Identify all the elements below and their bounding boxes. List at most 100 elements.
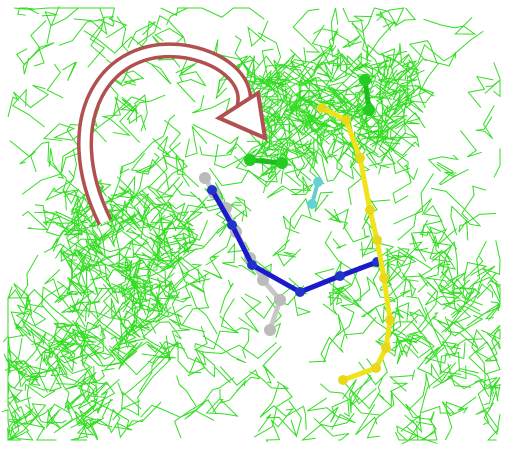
mesh-line bbox=[119, 103, 141, 143]
mesh-line bbox=[357, 55, 377, 97]
mesh-line bbox=[259, 123, 290, 161]
mesh-line bbox=[42, 209, 78, 239]
mesh-line bbox=[331, 86, 361, 113]
mesh-line bbox=[313, 418, 350, 441]
mesh-line bbox=[10, 311, 70, 345]
mesh-line bbox=[10, 405, 30, 441]
mesh-line bbox=[85, 239, 103, 265]
mesh-line bbox=[345, 83, 387, 95]
mesh-line bbox=[67, 301, 136, 348]
mesh-line bbox=[1, 399, 23, 421]
atom bbox=[338, 375, 348, 385]
mesh-line bbox=[468, 341, 498, 394]
bond-chain bbox=[320, 105, 393, 383]
mesh-line bbox=[272, 197, 312, 257]
mesh-line bbox=[189, 291, 218, 335]
atom bbox=[247, 260, 257, 270]
mesh-line bbox=[402, 53, 420, 99]
mesh-line bbox=[323, 314, 348, 363]
mesh-line bbox=[57, 332, 94, 373]
mesh-line bbox=[62, 188, 80, 211]
mesh-line bbox=[21, 113, 117, 195]
mesh-line bbox=[219, 379, 247, 404]
mesh-line bbox=[166, 204, 207, 217]
mesh-line bbox=[276, 248, 302, 267]
mesh-line bbox=[7, 334, 23, 365]
atom bbox=[274, 294, 286, 306]
molecule bbox=[199, 74, 395, 385]
mesh-line bbox=[169, 211, 199, 255]
mesh-line bbox=[317, 53, 351, 83]
mesh-line bbox=[88, 381, 107, 398]
mesh-line bbox=[102, 274, 150, 321]
mesh-line bbox=[393, 173, 434, 225]
mesh-line bbox=[461, 185, 487, 221]
atom bbox=[313, 177, 323, 187]
mesh-line bbox=[9, 140, 67, 179]
mesh-line bbox=[7, 365, 53, 390]
mesh-line bbox=[25, 288, 85, 336]
mesh-line bbox=[176, 71, 207, 103]
mesh-line bbox=[390, 118, 407, 139]
mesh-line bbox=[390, 335, 435, 358]
mesh-line bbox=[493, 148, 501, 178]
mesh-line bbox=[308, 336, 344, 363]
mesh-line bbox=[295, 128, 323, 144]
atom bbox=[341, 115, 351, 125]
mesh-line bbox=[393, 74, 419, 116]
mesh-line bbox=[182, 220, 209, 241]
mesh-line bbox=[421, 204, 446, 238]
mesh-line bbox=[102, 96, 135, 136]
mesh-line bbox=[444, 396, 477, 441]
mesh-line bbox=[117, 283, 150, 305]
mesh-line bbox=[394, 30, 484, 99]
mesh-line bbox=[147, 142, 197, 200]
mesh-line bbox=[69, 301, 101, 322]
mesh-line bbox=[44, 148, 78, 202]
mesh-line bbox=[110, 265, 139, 290]
mesh-line bbox=[57, 278, 86, 295]
mesh-line bbox=[117, 316, 157, 337]
mesh-line bbox=[34, 204, 48, 227]
mesh-line bbox=[42, 339, 66, 354]
mesh-line bbox=[247, 20, 269, 48]
mesh-line bbox=[7, 403, 55, 434]
mesh-line bbox=[121, 391, 142, 410]
atom bbox=[385, 315, 395, 325]
mesh-line bbox=[276, 52, 341, 86]
arrow-body-fill bbox=[80, 46, 249, 224]
mesh-line bbox=[114, 401, 162, 439]
mesh-line bbox=[147, 253, 166, 310]
mesh-line bbox=[437, 267, 452, 307]
mesh-line bbox=[140, 203, 170, 233]
mesh-line bbox=[70, 204, 100, 230]
mesh-line bbox=[430, 187, 482, 236]
mesh-line bbox=[395, 103, 421, 130]
mesh-line bbox=[152, 304, 192, 323]
mesh-line bbox=[313, 60, 341, 84]
mesh-line bbox=[332, 132, 389, 167]
mesh-line bbox=[122, 260, 142, 298]
mesh-line bbox=[260, 87, 289, 113]
mesh-line bbox=[352, 119, 372, 173]
mesh-line bbox=[24, 383, 56, 399]
mesh-line bbox=[396, 425, 418, 445]
mesh-line bbox=[289, 49, 357, 95]
mesh-line bbox=[100, 327, 122, 357]
atom bbox=[379, 273, 389, 283]
mesh-line bbox=[319, 383, 381, 416]
mesh-line bbox=[14, 304, 45, 346]
mesh-line bbox=[268, 59, 290, 80]
mesh-line bbox=[390, 100, 406, 153]
mesh-line bbox=[163, 292, 205, 333]
curved-arrow bbox=[77, 42, 268, 226]
mesh-line bbox=[112, 308, 139, 356]
mesh-line bbox=[394, 302, 426, 324]
mesh-line bbox=[15, 42, 55, 67]
green-mesh bbox=[1, 6, 502, 445]
mesh-line bbox=[326, 134, 346, 158]
mesh-line bbox=[265, 408, 294, 443]
mesh-line bbox=[382, 308, 419, 336]
mesh-line bbox=[10, 426, 34, 441]
atom bbox=[207, 185, 217, 195]
